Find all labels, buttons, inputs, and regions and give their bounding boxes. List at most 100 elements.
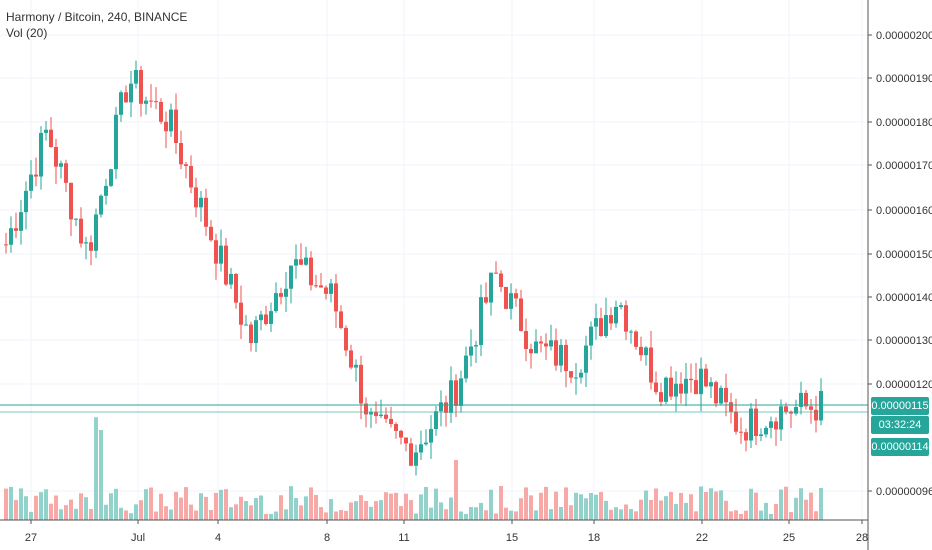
volume-bar xyxy=(739,513,743,520)
candle-body xyxy=(789,411,793,414)
candle-body xyxy=(89,242,93,251)
volume-bar xyxy=(19,488,23,520)
volume-bar xyxy=(214,492,218,520)
candle-body xyxy=(814,409,818,421)
volume-bar xyxy=(444,509,448,520)
candle-body xyxy=(114,114,118,170)
volume-bar xyxy=(789,512,793,520)
candle-body xyxy=(269,311,273,325)
candle-body xyxy=(99,195,103,215)
candle-body xyxy=(19,212,23,231)
volume-bar xyxy=(289,486,293,520)
candle-body xyxy=(719,387,723,404)
candle-body xyxy=(439,402,443,412)
volume-bar xyxy=(389,493,393,520)
volume-bar xyxy=(374,501,378,520)
volume-bar xyxy=(379,500,383,520)
volume-bar xyxy=(89,509,93,520)
volume-bar xyxy=(644,490,648,520)
volume-bar xyxy=(729,511,733,520)
volume-bar xyxy=(504,507,508,520)
volume-bar xyxy=(634,511,638,520)
candle-body xyxy=(24,190,28,213)
candle-body xyxy=(424,442,428,445)
volume-bar xyxy=(44,489,48,520)
candle-body xyxy=(334,283,338,312)
volume-bar xyxy=(14,500,18,520)
volume-bar xyxy=(759,510,763,520)
candle-body xyxy=(139,70,143,104)
volume-bar xyxy=(499,486,503,520)
candles xyxy=(4,60,823,476)
candle-body xyxy=(764,427,768,435)
volume-bar xyxy=(104,504,108,520)
last-price-tag: 0.00000115 xyxy=(871,397,929,415)
candle-body xyxy=(564,344,568,372)
candle-body xyxy=(84,242,88,244)
volume-bar xyxy=(84,497,88,520)
candle-body xyxy=(184,164,188,167)
volume-bar xyxy=(584,498,588,520)
candle-body xyxy=(104,185,108,196)
second-price-tag: 0.00000114 xyxy=(871,438,929,456)
volume-bar xyxy=(149,487,153,520)
volume-bar xyxy=(589,492,593,520)
volume-bar xyxy=(609,509,613,520)
volume-indicator-label: Vol (20) xyxy=(6,26,48,40)
candle-body xyxy=(784,406,788,412)
candle-body xyxy=(529,348,533,354)
volume-bar xyxy=(779,489,783,520)
volume-bar xyxy=(484,510,488,520)
y-tick-label: 0.00000130 xyxy=(876,335,932,347)
volume-bar xyxy=(34,495,38,520)
volume-bar xyxy=(509,510,513,520)
candle-body xyxy=(614,306,618,324)
volume-bar xyxy=(704,491,708,520)
candle-body xyxy=(449,380,453,413)
candle-body xyxy=(109,169,113,186)
candle-body xyxy=(744,432,748,441)
candle-body xyxy=(329,283,333,294)
volume-bar xyxy=(74,508,78,520)
candle-body xyxy=(409,443,413,466)
candle-body xyxy=(729,402,733,412)
volume-bar xyxy=(454,460,458,520)
candle-body xyxy=(324,287,328,294)
candle-body xyxy=(484,297,488,303)
candle-body xyxy=(39,132,43,177)
volume-bar xyxy=(654,488,658,520)
volume-bar xyxy=(674,504,678,520)
candle-body xyxy=(244,324,248,326)
volume-bar xyxy=(809,492,813,520)
candle-body xyxy=(219,245,223,264)
candle-body xyxy=(134,70,138,84)
volume-bar xyxy=(664,496,668,520)
candle-body xyxy=(374,412,378,417)
volume-bar xyxy=(174,491,178,520)
candle-body xyxy=(689,378,693,381)
volume-bar xyxy=(229,507,233,520)
candle-body xyxy=(249,324,253,344)
volume-bar xyxy=(619,509,623,520)
x-tick-label: 28 xyxy=(856,532,868,544)
y-tick-label: 0.00000096 xyxy=(876,486,932,498)
price-lines xyxy=(0,404,868,413)
candle-body xyxy=(189,166,193,188)
candle-body xyxy=(144,100,148,104)
candle-body xyxy=(669,377,673,397)
volume-bar xyxy=(184,487,188,520)
volume-bar xyxy=(274,511,278,520)
volume-bar xyxy=(524,487,528,520)
candle-body xyxy=(304,257,308,265)
volume-bar xyxy=(464,513,468,520)
volume-bar xyxy=(159,493,163,520)
candle-body xyxy=(319,285,323,288)
volume-bar xyxy=(679,492,683,520)
volume-bar xyxy=(814,511,818,520)
volume-bar xyxy=(339,509,343,520)
candle-body xyxy=(509,293,513,309)
x-tick-label: 15 xyxy=(506,532,518,544)
volume-bar xyxy=(669,491,673,520)
candle-body xyxy=(69,182,73,220)
